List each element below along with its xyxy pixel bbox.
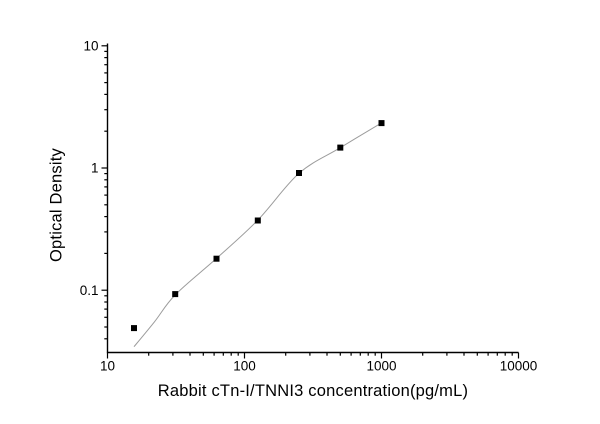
data-point bbox=[254, 217, 261, 224]
data-point bbox=[213, 255, 220, 262]
x-tick-label: 1000 bbox=[366, 359, 396, 374]
data-points bbox=[131, 120, 385, 332]
fit-curve bbox=[133, 122, 382, 348]
axis-spines bbox=[106, 43, 519, 354]
y-tick-label: 0.1 bbox=[80, 283, 99, 298]
y-axis-title: Optical Density bbox=[47, 148, 66, 262]
data-point bbox=[378, 120, 385, 127]
x-tick-label: 10 bbox=[100, 359, 115, 374]
tick-labels: 10 100 1000 10000 0.1 1 10 bbox=[80, 39, 538, 374]
x-axis-title: Rabbit cTn-I/TNNI3 concentration(pg/mL) bbox=[157, 382, 469, 400]
data-point bbox=[131, 325, 137, 332]
y-tick-label: 1 bbox=[91, 161, 99, 176]
data-point bbox=[172, 291, 179, 298]
data-point bbox=[337, 144, 344, 151]
x-tick-label: 100 bbox=[233, 359, 256, 374]
y-tick-label: 10 bbox=[83, 39, 98, 54]
axis-ticks bbox=[101, 45, 520, 359]
data-point bbox=[296, 170, 302, 176]
x-tick-label: 10000 bbox=[500, 359, 538, 374]
